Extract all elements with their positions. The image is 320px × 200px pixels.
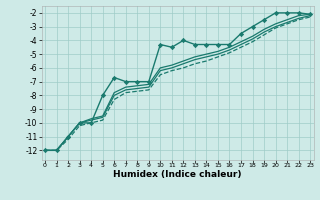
X-axis label: Humidex (Indice chaleur): Humidex (Indice chaleur) [113,170,242,179]
